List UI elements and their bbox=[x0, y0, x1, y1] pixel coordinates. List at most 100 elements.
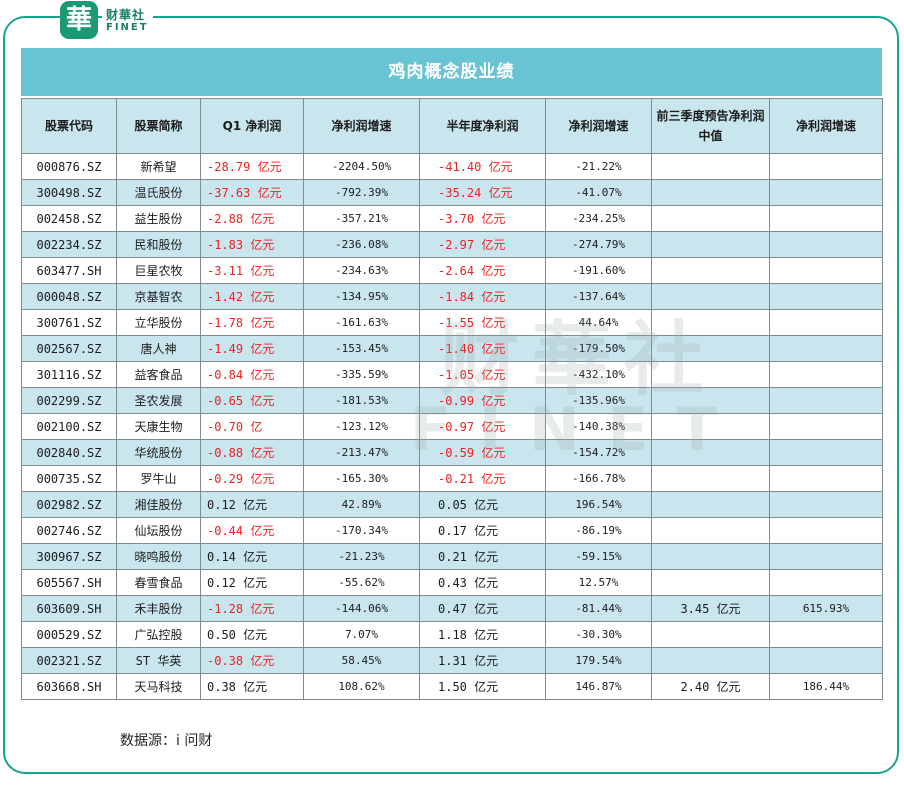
table-cell: 603609.SH bbox=[21, 595, 117, 622]
table-cell: 300498.SZ bbox=[21, 179, 117, 206]
table-cell: -234.63% bbox=[303, 257, 420, 284]
table-row: 002100.SZ 天康生物 -0.70 亿 -123.12% -0.97 亿元 -140… bbox=[21, 413, 883, 440]
table-cell bbox=[651, 205, 770, 232]
table-cell: -0.38 亿元 bbox=[200, 647, 304, 674]
table-cell: 0.12 亿元 bbox=[200, 569, 304, 596]
table-cell bbox=[651, 517, 770, 544]
table-cell: -21.23% bbox=[303, 543, 420, 570]
table-cell bbox=[651, 153, 770, 180]
table-cell: -135.96% bbox=[545, 387, 652, 414]
table-cell: 603668.SH bbox=[21, 673, 117, 700]
column-header: 净利润增速 bbox=[769, 98, 883, 154]
table-cell: 京基智农 bbox=[116, 283, 201, 310]
table-cell: 002234.SZ bbox=[21, 231, 117, 258]
table-cell: 615.93% bbox=[769, 595, 883, 622]
table-cell: 春雪食品 bbox=[116, 569, 201, 596]
logo-en: FINET bbox=[106, 22, 149, 33]
table-row: 000529.SZ 广弘控股 0.50 亿元 7.07% 1.18 亿元 -30.30% bbox=[21, 621, 883, 648]
table-cell bbox=[769, 647, 883, 674]
table-cell: -134.95% bbox=[303, 283, 420, 310]
table-cell: -0.97 亿元 bbox=[419, 413, 546, 440]
table-cell bbox=[651, 309, 770, 336]
earnings-table: 股票代码 股票简称 Q1 净利润 净利润增速 半年度净利润 净利润增速 前三季度预告净利润中… bbox=[21, 98, 883, 700]
table-cell: -35.24 亿元 bbox=[419, 179, 546, 206]
table-cell: -1.78 亿元 bbox=[200, 309, 304, 336]
table-cell: 温氏股份 bbox=[116, 179, 201, 206]
table-cell: -3.11 亿元 bbox=[200, 257, 304, 284]
table-cell: 002746.SZ bbox=[21, 517, 117, 544]
table-cell: 1.50 亿元 bbox=[419, 673, 546, 700]
table-row: 300967.SZ 晓鸣股份 0.14 亿元 -21.23% 0.21 亿元 -59.15… bbox=[21, 543, 883, 570]
table-cell: 0.17 亿元 bbox=[419, 517, 546, 544]
table-cell: 0.21 亿元 bbox=[419, 543, 546, 570]
table-cell bbox=[651, 647, 770, 674]
table-cell: -2.97 亿元 bbox=[419, 231, 546, 258]
table-cell: -0.44 亿元 bbox=[200, 517, 304, 544]
table-cell: -161.63% bbox=[303, 309, 420, 336]
table-cell bbox=[769, 517, 883, 544]
table-row: 301116.SZ 益客食品 -0.84 亿元 -335.59% -1.05 亿元 -43… bbox=[21, 361, 883, 388]
table-cell: -1.40 亿元 bbox=[419, 335, 546, 362]
table-cell: 益客食品 bbox=[116, 361, 201, 388]
table-cell: -0.21 亿元 bbox=[419, 465, 546, 492]
table-cell: -234.25% bbox=[545, 205, 652, 232]
table-cell: 605567.SH bbox=[21, 569, 117, 596]
table-row: 002746.SZ 仙坛股份 -0.44 亿元 -170.34% 0.17 亿元 -86.… bbox=[21, 517, 883, 544]
table-cell bbox=[651, 465, 770, 492]
table-cell: 圣农发展 bbox=[116, 387, 201, 414]
table-cell: 002567.SZ bbox=[21, 335, 117, 362]
table-cell: 天马科技 bbox=[116, 673, 201, 700]
table-cell: 罗牛山 bbox=[116, 465, 201, 492]
table-cell: 603477.SH bbox=[21, 257, 117, 284]
table-cell: -2.64 亿元 bbox=[419, 257, 546, 284]
table-cell: -179.50% bbox=[545, 335, 652, 362]
table-cell: -0.84 亿元 bbox=[200, 361, 304, 388]
table-row: 002234.SZ 民和股份 -1.83 亿元 -236.08% -2.97 亿元 -27… bbox=[21, 231, 883, 258]
table-cell: -1.42 亿元 bbox=[200, 283, 304, 310]
table-cell bbox=[769, 231, 883, 258]
table-row: 002299.SZ 圣农发展 -0.65 亿元 -181.53% -0.99 亿元 -13… bbox=[21, 387, 883, 414]
table-cell: -2204.50% bbox=[303, 153, 420, 180]
column-header: 净利润增速 bbox=[303, 98, 420, 154]
table-cell bbox=[769, 491, 883, 518]
table-row: 603609.SH 禾丰股份 -1.28 亿元 -144.06% 0.47 亿元 -81.… bbox=[21, 595, 883, 622]
table-cell bbox=[769, 413, 883, 440]
table-row: 002321.SZ ST 华英 -0.38 亿元 58.45% 1.31 亿元 179.5… bbox=[21, 647, 883, 674]
column-header: 股票代码 bbox=[21, 98, 117, 154]
table-cell: 新希望 bbox=[116, 153, 201, 180]
table-cell: -191.60% bbox=[545, 257, 652, 284]
data-source-note: 数据源：i 问财 bbox=[120, 733, 213, 749]
table-cell: -37.63 亿元 bbox=[200, 179, 304, 206]
table-cell: -213.47% bbox=[303, 439, 420, 466]
table-cell: 巨星农牧 bbox=[116, 257, 201, 284]
table-cell: -335.59% bbox=[303, 361, 420, 388]
table-cell bbox=[651, 257, 770, 284]
table-cell: 002299.SZ bbox=[21, 387, 117, 414]
table-cell bbox=[651, 569, 770, 596]
table-cell: -274.79% bbox=[545, 231, 652, 258]
table-cell: 0.43 亿元 bbox=[419, 569, 546, 596]
table-cell: 179.54% bbox=[545, 647, 652, 674]
table-cell: 唐人神 bbox=[116, 335, 201, 362]
table-row: 002982.SZ 湘佳股份 0.12 亿元 42.89% 0.05 亿元 196.54% bbox=[21, 491, 883, 518]
table-cell bbox=[769, 387, 883, 414]
table-title: 鸡肉概念股业绩 bbox=[21, 48, 882, 96]
table-cell bbox=[769, 257, 883, 284]
column-header: 净利润增速 bbox=[545, 98, 652, 154]
table-cell: -1.05 亿元 bbox=[419, 361, 546, 388]
table-cell: -792.39% bbox=[303, 179, 420, 206]
table-cell: -153.45% bbox=[303, 335, 420, 362]
table-row: 002840.SZ 华统股份 -0.88 亿元 -213.47% -0.59 亿元 -15… bbox=[21, 439, 883, 466]
table-cell: -0.88 亿元 bbox=[200, 439, 304, 466]
table-cell: 000735.SZ bbox=[21, 465, 117, 492]
table-cell: 301116.SZ bbox=[21, 361, 117, 388]
table-cell: 002982.SZ bbox=[21, 491, 117, 518]
table-cell: 000876.SZ bbox=[21, 153, 117, 180]
table-cell bbox=[769, 621, 883, 648]
table-cell: 华统股份 bbox=[116, 439, 201, 466]
table-cell bbox=[651, 543, 770, 570]
table-cell: 42.89% bbox=[303, 491, 420, 518]
table-cell: 0.47 亿元 bbox=[419, 595, 546, 622]
table-cell bbox=[651, 491, 770, 518]
table-cell: 0.38 亿元 bbox=[200, 673, 304, 700]
